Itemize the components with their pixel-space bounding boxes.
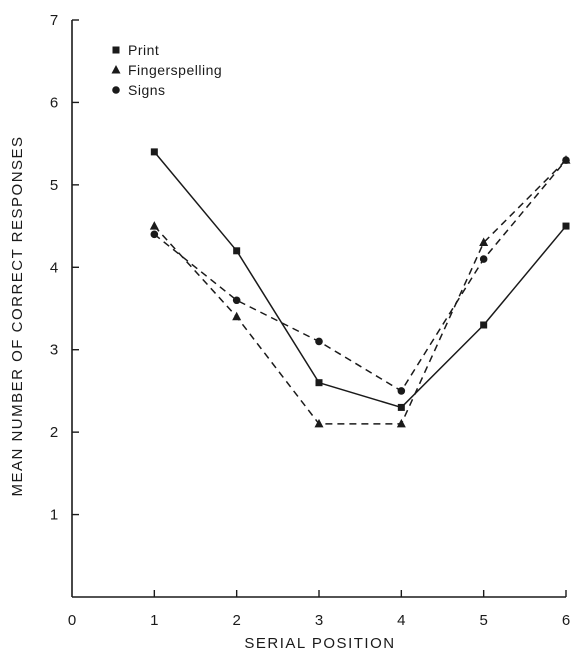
y-tick-label: 4 <box>50 259 58 276</box>
x-tick-label: 0 <box>68 612 76 629</box>
axes <box>71 19 567 598</box>
data-point-print <box>480 321 488 329</box>
x-tick-label: 6 <box>562 612 570 629</box>
legend-marker-print <box>112 46 120 54</box>
y-tick-label: 3 <box>50 342 58 359</box>
series-print <box>150 148 570 411</box>
x-tick-label: 3 <box>315 612 323 629</box>
data-point-signs <box>397 387 406 395</box>
data-point-print <box>562 222 570 230</box>
data-point-signs <box>232 296 241 305</box>
y-tick-label: 2 <box>50 424 58 441</box>
legend-label-signs: Signs <box>128 82 166 98</box>
x-tick-label: 5 <box>479 612 487 629</box>
data-point-print <box>397 403 405 411</box>
series-signs <box>150 156 570 395</box>
data-point-signs <box>150 230 159 239</box>
data-point-fingerspelling <box>149 221 159 230</box>
data-point-print <box>233 247 241 255</box>
series-line-signs <box>153 159 567 392</box>
tick-labels: 0 1 2 3 4 5 6 1 2 3 4 5 6 7 <box>50 12 570 629</box>
data-point-print <box>315 379 323 387</box>
y-tick-label: 5 <box>50 177 58 194</box>
series-line-print <box>153 151 567 409</box>
y-tick-label: 1 <box>50 507 58 524</box>
y-tick-label: 7 <box>50 12 58 29</box>
data-point-fingerspelling <box>396 418 406 428</box>
legend-marker-signs <box>112 86 120 94</box>
legend-marker-fingerspelling <box>111 65 121 74</box>
legend-label-fingerspelling: Fingerspelling <box>128 62 222 78</box>
series-line-fingerspelling <box>153 159 567 425</box>
legend-label-print: Print <box>128 42 159 58</box>
x-tick-label: 1 <box>150 612 158 629</box>
legend: Print Fingerspelling Signs <box>111 42 222 98</box>
y-axis-title: MEAN NUMBER OF CORRECT RESPONSES <box>9 135 26 496</box>
data-point-print <box>150 148 158 156</box>
data-point-signs <box>479 255 488 263</box>
data-point-fingerspelling <box>232 311 242 321</box>
x-tick-label: 2 <box>232 612 240 629</box>
data-point-fingerspelling <box>479 237 489 247</box>
y-tick-label: 6 <box>50 94 58 111</box>
x-axis-title: SERIAL POSITION <box>244 635 395 652</box>
x-tick-label: 4 <box>397 612 405 629</box>
series-fingerspelling <box>149 155 571 428</box>
series-group <box>149 148 571 428</box>
data-point-signs <box>562 156 570 164</box>
data-point-signs <box>315 337 323 346</box>
data-point-fingerspelling <box>314 418 324 428</box>
